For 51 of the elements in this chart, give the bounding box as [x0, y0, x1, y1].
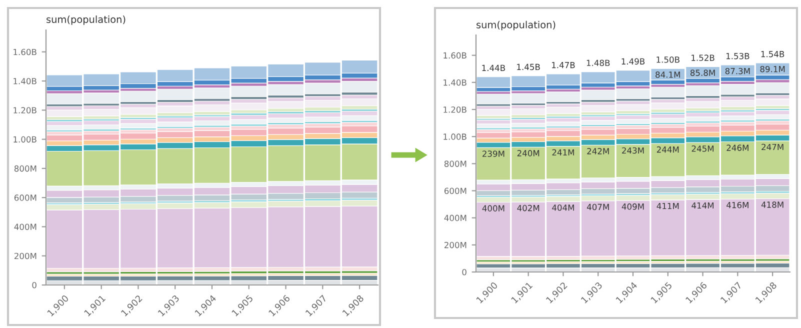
y-tick-label: 1.40B	[14, 78, 36, 84]
y-tick-label: 200M	[444, 242, 466, 248]
data-label: 409M	[622, 203, 644, 210]
total-label: 1.45B	[517, 64, 540, 70]
data-label: 89.1M	[760, 66, 785, 72]
data-label: 407M	[586, 204, 609, 210]
total-label: 1.52B	[692, 54, 714, 61]
y-tick-label: 400M	[444, 214, 466, 222]
total-label: 1.44B	[482, 64, 505, 71]
data-label: 400M	[482, 205, 504, 212]
total-label: 1.54B	[761, 51, 784, 58]
total-label: 1.50B	[656, 56, 680, 63]
y-tick-label: 1.00B	[444, 134, 466, 140]
y-tick-label: 1.20B	[444, 106, 466, 113]
y-tick-label: 600M	[14, 194, 36, 201]
y-tick-label: 1.20B	[14, 107, 36, 114]
y-tick-label: 800M	[444, 160, 466, 167]
data-label: 246M	[726, 144, 748, 151]
y-tick-label: 1.40B	[444, 79, 466, 86]
data-label: 243M	[622, 147, 644, 154]
y-axis-title: sum(population)	[46, 15, 126, 25]
data-label: 404M	[552, 204, 574, 211]
data-label: 244M	[656, 146, 679, 153]
y-tick-label: 1.60B	[14, 48, 36, 56]
y-tick-label: 1.60B	[444, 52, 466, 59]
data-label: 245M	[692, 145, 714, 152]
total-label: 1.47B	[552, 62, 575, 68]
total-label: 1.49B	[622, 58, 645, 65]
y-tick-label: 600M	[444, 188, 466, 194]
data-label: 411M	[656, 202, 679, 210]
y-tick-label: 0	[462, 268, 466, 276]
y-axis-title: sum(population)	[476, 20, 556, 30]
data-label: 418M	[761, 202, 784, 208]
data-label: 239M	[482, 150, 504, 157]
total-label: 1.48B	[586, 60, 610, 66]
data-label: 84.1M	[656, 72, 680, 78]
y-tick-label: 800M	[14, 165, 36, 172]
data-label: 240M	[517, 150, 540, 156]
data-label: 416M	[726, 202, 748, 208]
data-label: 87.3M	[725, 68, 750, 74]
data-label: 247M	[762, 144, 784, 150]
data-label: 242M	[587, 148, 609, 154]
y-tick-label: 0	[32, 282, 36, 288]
y-tick-label: 200M	[14, 252, 36, 260]
data-label: 241M	[552, 149, 574, 156]
data-label: 414M	[692, 202, 714, 209]
y-tick-label: 400M	[14, 224, 36, 230]
total-label: 1.53B	[726, 52, 750, 60]
data-label: 85.8M	[690, 70, 715, 76]
y-tick-label: 1.00B	[14, 136, 36, 143]
data-label: 402M	[517, 204, 540, 212]
